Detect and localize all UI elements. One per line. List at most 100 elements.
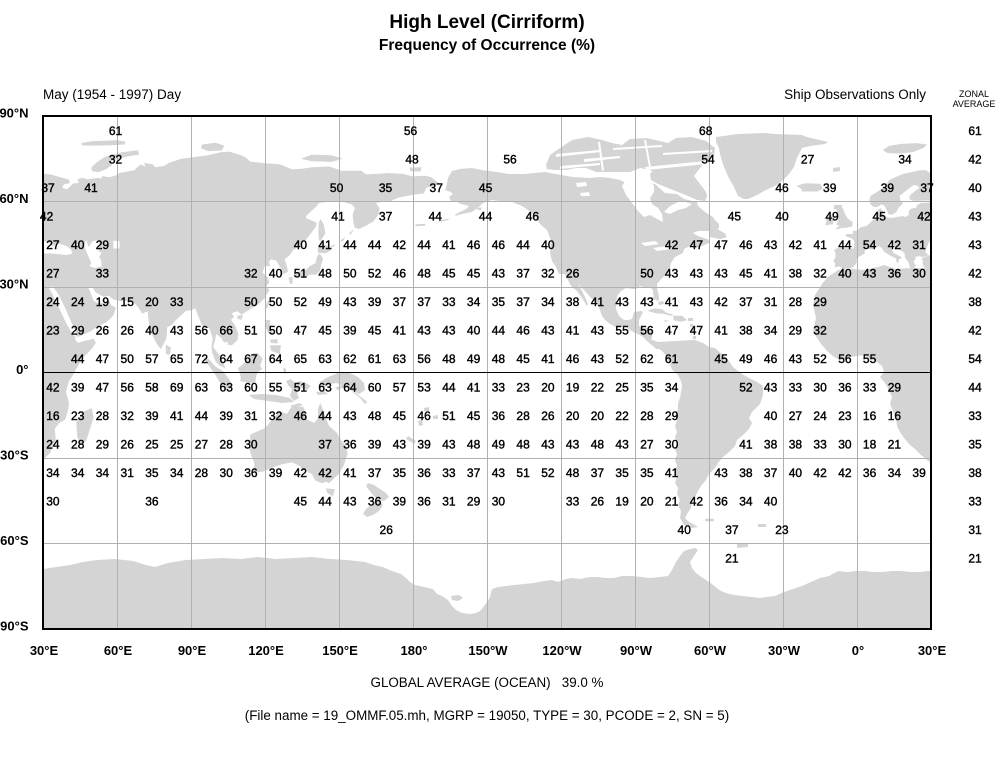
svg-text:44: 44 — [479, 210, 493, 224]
svg-text:41: 41 — [331, 210, 345, 224]
svg-text:0°: 0° — [852, 643, 864, 658]
svg-text:34: 34 — [541, 295, 555, 309]
svg-text:35: 35 — [615, 466, 629, 480]
svg-text:46: 46 — [739, 238, 753, 252]
svg-text:36: 36 — [838, 381, 852, 395]
svg-text:36: 36 — [888, 267, 902, 281]
svg-text:39: 39 — [220, 409, 234, 423]
svg-text:30: 30 — [813, 381, 827, 395]
svg-text:41: 41 — [739, 438, 753, 452]
svg-text:42: 42 — [838, 466, 852, 480]
svg-text:47: 47 — [294, 324, 308, 338]
svg-text:34: 34 — [665, 381, 679, 395]
svg-text:26: 26 — [121, 324, 135, 338]
svg-text:64: 64 — [220, 352, 234, 366]
svg-text:27: 27 — [640, 438, 654, 452]
svg-text:55: 55 — [615, 324, 629, 338]
svg-text:38: 38 — [764, 438, 778, 452]
svg-text:20: 20 — [145, 295, 159, 309]
svg-text:31: 31 — [121, 466, 135, 480]
svg-text:43: 43 — [566, 438, 580, 452]
svg-text:33: 33 — [566, 495, 580, 509]
svg-text:47: 47 — [96, 352, 110, 366]
svg-text:46: 46 — [294, 409, 308, 423]
svg-text:44: 44 — [429, 210, 443, 224]
svg-text:43: 43 — [968, 238, 982, 252]
svg-text:66: 66 — [220, 324, 234, 338]
svg-text:30: 30 — [838, 438, 852, 452]
svg-text:61: 61 — [968, 124, 982, 138]
svg-text:44: 44 — [368, 238, 382, 252]
svg-text:42: 42 — [40, 210, 54, 224]
svg-text:32: 32 — [121, 409, 135, 423]
svg-text:37: 37 — [725, 523, 739, 537]
svg-text:30: 30 — [665, 438, 679, 452]
svg-text:44: 44 — [318, 409, 332, 423]
svg-text:41: 41 — [566, 324, 580, 338]
svg-text:38: 38 — [789, 267, 803, 281]
svg-text:34: 34 — [170, 466, 184, 480]
svg-text:41: 41 — [665, 466, 679, 480]
svg-text:90°S: 90°S — [0, 619, 29, 634]
svg-text:22: 22 — [615, 409, 629, 423]
svg-text:44: 44 — [442, 381, 456, 395]
svg-text:42: 42 — [714, 295, 728, 309]
svg-text:150°W: 150°W — [468, 643, 508, 658]
svg-text:54: 54 — [968, 352, 982, 366]
svg-text:120°W: 120°W — [542, 643, 582, 658]
svg-text:46: 46 — [775, 181, 789, 195]
svg-text:39: 39 — [71, 381, 85, 395]
svg-text:34: 34 — [739, 495, 753, 509]
svg-text:53: 53 — [417, 381, 431, 395]
svg-text:44: 44 — [343, 238, 357, 252]
svg-text:19: 19 — [615, 495, 629, 509]
svg-text:61: 61 — [665, 352, 679, 366]
svg-text:41: 41 — [813, 238, 827, 252]
svg-text:45: 45 — [728, 210, 742, 224]
svg-text:38: 38 — [566, 295, 580, 309]
svg-text:34: 34 — [46, 466, 60, 480]
svg-text:45: 45 — [442, 267, 456, 281]
svg-text:28: 28 — [789, 295, 803, 309]
svg-text:37: 37 — [739, 295, 753, 309]
svg-text:48: 48 — [467, 438, 481, 452]
svg-text:43: 43 — [170, 324, 184, 338]
svg-text:48: 48 — [368, 409, 382, 423]
svg-text:34: 34 — [467, 295, 481, 309]
svg-text:24: 24 — [813, 409, 827, 423]
svg-text:42: 42 — [789, 238, 803, 252]
svg-text:26: 26 — [566, 267, 580, 281]
svg-text:35: 35 — [379, 181, 393, 195]
svg-text:21: 21 — [968, 552, 982, 566]
svg-text:16: 16 — [46, 409, 60, 423]
svg-text:48: 48 — [566, 466, 580, 480]
svg-text:67: 67 — [244, 352, 258, 366]
svg-text:45: 45 — [516, 352, 530, 366]
svg-text:41: 41 — [343, 466, 357, 480]
svg-text:32: 32 — [109, 153, 123, 167]
svg-text:42: 42 — [968, 153, 982, 167]
svg-text:41: 41 — [84, 181, 98, 195]
svg-text:23: 23 — [838, 409, 852, 423]
svg-text:30: 30 — [220, 466, 234, 480]
svg-text:41: 41 — [764, 267, 778, 281]
svg-text:39: 39 — [368, 295, 382, 309]
svg-text:37: 37 — [368, 466, 382, 480]
svg-text:49: 49 — [492, 438, 506, 452]
svg-text:38: 38 — [968, 466, 982, 480]
svg-text:56: 56 — [640, 324, 654, 338]
svg-text:40: 40 — [678, 523, 692, 537]
svg-text:38: 38 — [739, 466, 753, 480]
svg-text:44: 44 — [318, 495, 332, 509]
svg-text:45: 45 — [739, 267, 753, 281]
svg-text:43: 43 — [714, 267, 728, 281]
svg-text:42: 42 — [294, 466, 308, 480]
svg-text:24: 24 — [46, 295, 60, 309]
svg-text:55: 55 — [269, 381, 283, 395]
svg-text:43: 43 — [541, 438, 555, 452]
svg-text:43: 43 — [492, 466, 506, 480]
svg-text:20: 20 — [541, 381, 555, 395]
svg-text:32: 32 — [244, 267, 258, 281]
svg-text:50: 50 — [640, 267, 654, 281]
svg-text:49: 49 — [739, 352, 753, 366]
